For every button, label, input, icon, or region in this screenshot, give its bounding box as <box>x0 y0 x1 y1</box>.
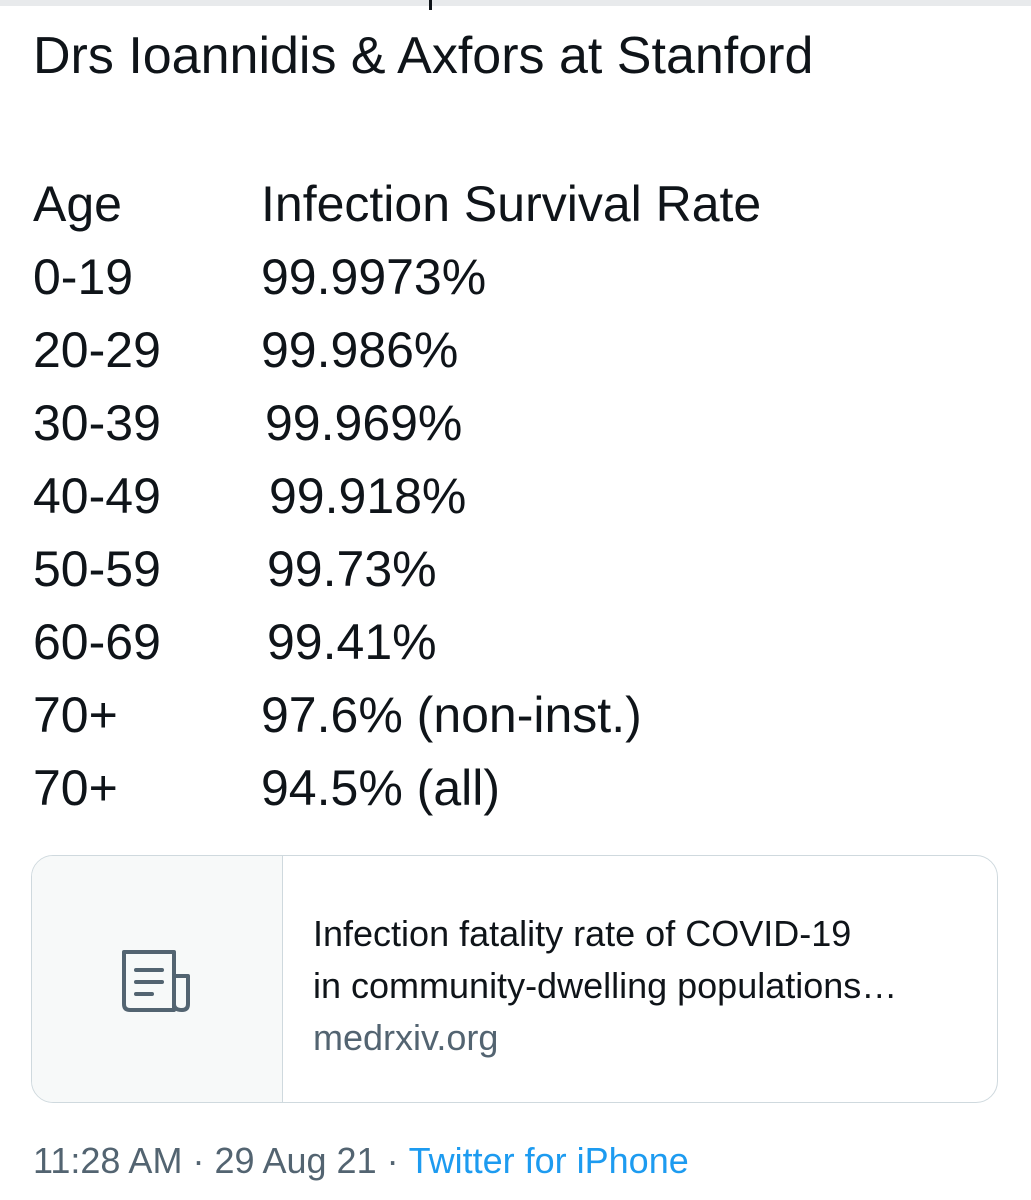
card-title-line-1: Infection fatality rate of COVID-19 <box>313 913 852 954</box>
article-icon <box>122 950 190 1012</box>
rate-cell: 99.986% <box>261 322 459 378</box>
top-marker <box>429 0 432 10</box>
tweet-meta: 11:28 AM · 29 Aug 21 · Twitter for iPhone <box>33 1136 689 1186</box>
rate-cell: 99.9973% <box>261 249 487 305</box>
age-cell: 40-49 <box>33 468 161 524</box>
age-column-header: Age <box>33 176 122 232</box>
rate-cell: 97.6% (non-inst.) <box>261 687 642 743</box>
top-divider <box>0 0 1031 6</box>
tweet-time[interactable]: 11:28 AM <box>33 1140 183 1181</box>
rate-cell: 99.969% <box>265 395 463 451</box>
rate-cell: 99.41% <box>267 614 437 670</box>
card-thumbnail <box>32 856 283 1102</box>
tweet-source-link[interactable]: Twitter for iPhone <box>408 1140 689 1181</box>
meta-separator: · <box>192 1140 205 1181</box>
link-preview-card[interactable]: Infection fatality rate of COVID-19 in c… <box>31 855 998 1103</box>
rate-column-header: Infection Survival Rate <box>261 176 762 232</box>
tweet-date[interactable]: 29 Aug 21 <box>214 1140 377 1181</box>
age-cell: 30-39 <box>33 395 161 451</box>
age-cell: 0-19 <box>33 249 134 305</box>
card-domain: medrxiv.org <box>313 1017 499 1058</box>
age-cell: 70+ <box>33 760 118 816</box>
age-cell: 60-69 <box>33 614 161 670</box>
age-cell: 20-29 <box>33 322 161 378</box>
rate-cell: 99.918% <box>269 468 467 524</box>
rate-cell: 99.73% <box>267 541 437 597</box>
age-cell: 70+ <box>33 687 118 743</box>
rate-cell: 94.5% (all) <box>261 760 500 816</box>
age-cell: 50-59 <box>33 541 161 597</box>
card-text: Infection fatality rate of COVID-19 in c… <box>313 908 973 1064</box>
meta-separator: · <box>386 1140 399 1181</box>
tweet-heading: Drs Ioannidis & Axfors at Stanford <box>33 27 814 85</box>
card-title-line-2: in community-dwelling populations… <box>313 965 898 1006</box>
